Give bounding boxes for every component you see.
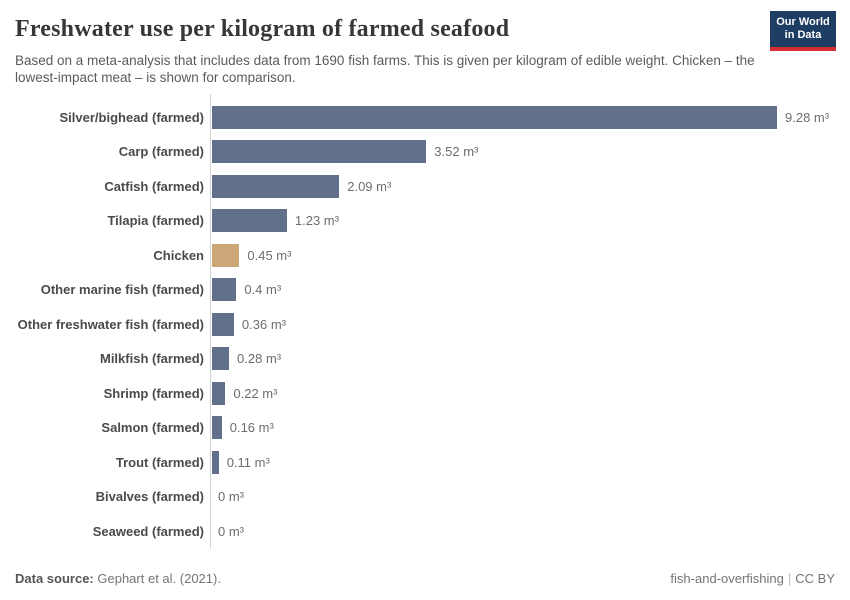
value-label: 0 m³ bbox=[218, 523, 244, 539]
value-label: 1.23 m³ bbox=[294, 213, 339, 229]
chart-rows: Silver/bighead (farmed) 9.28 m³ Carp (farm… bbox=[0, 100, 850, 549]
category-label: Milkfish (farmed) bbox=[99, 351, 204, 367]
data-source: Data source: Gephart et al. (2021). bbox=[15, 571, 221, 586]
chart-row: Silver/bighead (farmed) 9.28 m³ bbox=[0, 100, 850, 135]
bar[interactable] bbox=[212, 347, 230, 371]
owid-logo-line2: in Data bbox=[784, 29, 822, 41]
bar[interactable] bbox=[212, 416, 222, 440]
credit: fish-and-overfishing | CC BY bbox=[670, 571, 835, 586]
category-label: Other freshwater fish (farmed) bbox=[17, 316, 204, 332]
category-label: Chicken bbox=[153, 247, 204, 263]
bar[interactable] bbox=[212, 209, 287, 233]
bar[interactable] bbox=[212, 140, 427, 164]
credit-name[interactable]: fish-and-overfishing bbox=[670, 571, 784, 586]
bar-chart: Silver/bighead (farmed) 9.28 m³ Carp (farm… bbox=[0, 94, 850, 549]
bar[interactable] bbox=[212, 312, 234, 336]
value-label: 3.52 m³ bbox=[434, 144, 479, 160]
value-label: 0.4 m³ bbox=[244, 282, 282, 298]
bar[interactable] bbox=[212, 174, 340, 198]
bar[interactable] bbox=[212, 278, 237, 302]
chart-row: Other marine fish (farmed) 0.4 m³ bbox=[0, 273, 850, 308]
category-label: Trout (farmed) bbox=[115, 454, 204, 470]
value-label: 0.22 m³ bbox=[233, 385, 278, 401]
page-title: Freshwater use per kilogram of farmed se… bbox=[15, 16, 510, 42]
credit-license[interactable]: CC BY bbox=[795, 571, 835, 586]
chart-row: Carp (farmed) 3.52 m³ bbox=[0, 135, 850, 170]
chart-row: Other freshwater fish (farmed) 0.36 m³ bbox=[0, 307, 850, 342]
value-label: 0.36 m³ bbox=[241, 316, 286, 332]
value-label: 0 m³ bbox=[218, 489, 244, 505]
chart-footer: Data source: Gephart et al. (2021). fish… bbox=[15, 571, 835, 586]
value-label: 0.45 m³ bbox=[247, 247, 292, 263]
chart-row: Seaweed (farmed) 0 m³ bbox=[0, 514, 850, 549]
chart-row: Bivalves (farmed) 0 m³ bbox=[0, 480, 850, 515]
chart-row: Tilapia (farmed) 1.23 m³ bbox=[0, 204, 850, 239]
category-label: Tilapia (farmed) bbox=[107, 213, 204, 229]
chart-row: Shrimp (farmed) 0.22 m³ bbox=[0, 376, 850, 411]
chart-row: Trout (farmed) 0.11 m³ bbox=[0, 445, 850, 480]
owid-logo-line1: Our World bbox=[776, 16, 830, 28]
category-label: Shrimp (farmed) bbox=[103, 385, 204, 401]
value-label: 0.11 m³ bbox=[226, 454, 270, 470]
bar[interactable] bbox=[212, 381, 226, 405]
category-label: Other marine fish (farmed) bbox=[40, 282, 204, 298]
value-label: 2.09 m³ bbox=[347, 178, 392, 194]
owid-logo[interactable]: Our World in Data bbox=[770, 11, 836, 51]
category-label: Carp (farmed) bbox=[118, 144, 204, 160]
chart-header: Freshwater use per kilogram of farmed se… bbox=[0, 0, 850, 86]
value-label: 9.28 m³ bbox=[785, 109, 830, 125]
category-label: Salmon (farmed) bbox=[101, 420, 204, 436]
data-source-label: Data source: bbox=[15, 571, 94, 586]
chart-row: Chicken 0.45 m³ bbox=[0, 238, 850, 273]
category-label: Bivalves (farmed) bbox=[95, 489, 204, 505]
category-label: Catfish (farmed) bbox=[104, 178, 204, 194]
bar[interactable] bbox=[212, 243, 240, 267]
value-label: 0.28 m³ bbox=[237, 351, 282, 367]
category-label: Silver/bighead (farmed) bbox=[59, 109, 204, 125]
value-label: 0.16 m³ bbox=[229, 420, 274, 436]
bar[interactable] bbox=[212, 450, 219, 474]
chart-subtitle: Based on a meta-analysis that includes d… bbox=[15, 53, 755, 85]
chart-row: Catfish (farmed) 2.09 m³ bbox=[0, 169, 850, 204]
y-axis-line bbox=[210, 94, 211, 549]
data-source-value: Gephart et al. (2021). bbox=[97, 571, 221, 586]
chart-row: Salmon (farmed) 0.16 m³ bbox=[0, 411, 850, 446]
credit-separator: | bbox=[787, 571, 792, 586]
bar[interactable] bbox=[212, 105, 777, 129]
chart-row: Milkfish (farmed) 0.28 m³ bbox=[0, 342, 850, 377]
category-label: Seaweed (farmed) bbox=[92, 523, 204, 539]
